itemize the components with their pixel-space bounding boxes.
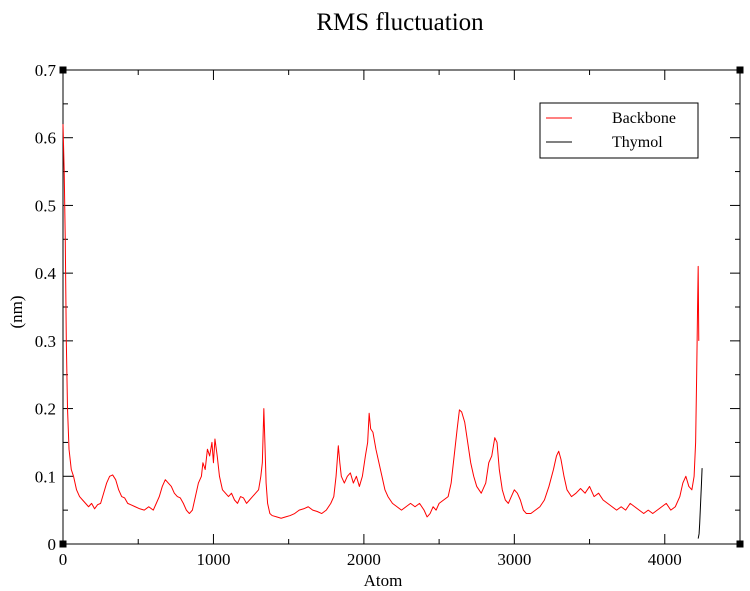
y-tick-label: 0.4 <box>35 264 57 283</box>
y-tick-label: 0.6 <box>35 129 56 148</box>
x-tick-label: 3000 <box>497 550 531 569</box>
series-line-backbone <box>62 124 700 519</box>
y-tick-label: 0.5 <box>35 196 56 215</box>
x-tick-label: 2000 <box>347 550 381 569</box>
x-tick-label: 4000 <box>648 550 682 569</box>
series-layer <box>62 124 703 539</box>
legend-box <box>539 102 699 159</box>
y-tick-label: 0.1 <box>35 467 56 486</box>
y-tick-label: 0.7 <box>35 61 57 80</box>
legend-label-thymol: Thymol <box>612 134 663 151</box>
x-axis-label: Atom <box>364 571 403 590</box>
y-tick-label: 0.2 <box>35 400 56 419</box>
y-tick-label: 0.3 <box>35 332 56 351</box>
y-axis-ticks: 0 0.1 0.2 0.3 0.4 0.5 0.6 0.7 <box>35 61 740 554</box>
legend: Backbone Thymol <box>539 102 699 159</box>
y-axis-label: (nm) <box>7 295 26 328</box>
legend-label-backbone: Backbone <box>612 110 676 127</box>
x-axis-ticks: 0 1000 2000 3000 4000 <box>59 70 682 569</box>
chart-title: RMS fluctuation <box>316 9 484 36</box>
y-tick-label: 0 <box>48 535 57 554</box>
x-tick-label: 0 <box>59 550 68 569</box>
x-tick-label: 1000 <box>196 550 230 569</box>
series-line-thymol <box>697 468 703 539</box>
